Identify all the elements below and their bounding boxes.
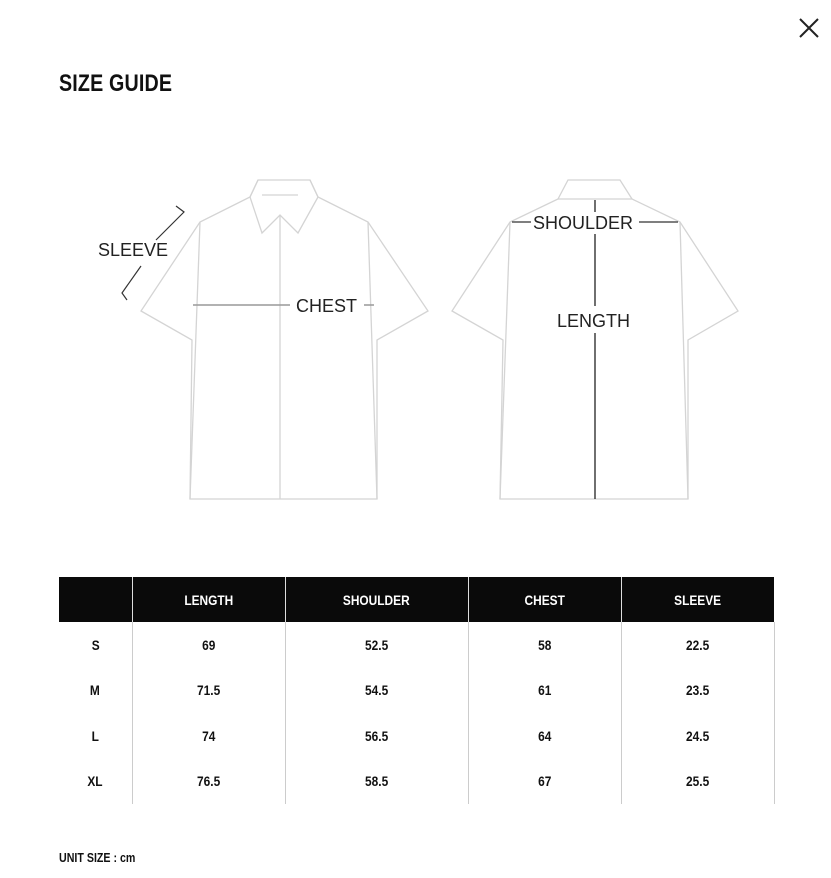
- size-cell: XL: [87, 773, 103, 790]
- close-x-icon[interactable]: [797, 16, 821, 40]
- table-cell: 24.5: [620, 713, 775, 759]
- table-cell: 58.5: [284, 758, 468, 804]
- table-cell: 69: [131, 622, 285, 668]
- header-size: [59, 577, 132, 622]
- table-cell: 67: [467, 758, 621, 804]
- table-cell: 74: [131, 713, 285, 759]
- table-row: S 69 52.5 58 22.5: [59, 622, 775, 668]
- table-row: XL 76.5 58.5 67 25.5: [59, 758, 775, 804]
- table-cell: 71.5: [131, 667, 285, 713]
- header-length: LENGTH: [131, 577, 285, 622]
- table-cell: 56.5: [284, 713, 468, 759]
- chest-label: CHEST: [296, 296, 357, 316]
- table-cell: 58: [467, 622, 621, 668]
- table-cell: 52.5: [284, 622, 468, 668]
- table-row: M 71.5 54.5 61 23.5: [59, 667, 775, 713]
- shirt-measurement-diagram: SLEEVE CHEST SHOULDER LENGTH: [98, 179, 739, 500]
- length-label: LENGTH: [557, 311, 630, 331]
- size-table: LENGTH SHOULDER CHEST SLEEVE S 69 52.5 5…: [59, 577, 775, 804]
- sleeve-measure-line: [121, 205, 185, 301]
- page-title: SIZE GUIDE: [59, 70, 173, 97]
- size-cell: S: [91, 636, 100, 653]
- shirt-front: [140, 179, 429, 500]
- sleeve-label: SLEEVE: [98, 240, 168, 260]
- table-cell: 64: [467, 713, 621, 759]
- shirt-back: [451, 179, 739, 500]
- shoulder-label: SHOULDER: [533, 213, 633, 233]
- table-cell: 23.5: [620, 667, 775, 713]
- size-cell: L: [91, 727, 99, 744]
- header-sleeve: SLEEVE: [620, 577, 774, 622]
- table-cell: 25.5: [620, 758, 775, 804]
- header-shoulder: SHOULDER: [284, 577, 468, 622]
- table-cell: 22.5: [620, 622, 775, 668]
- size-cell: M: [90, 682, 101, 699]
- table-cell: 76.5: [131, 758, 285, 804]
- table-header-row: LENGTH SHOULDER CHEST SLEEVE: [59, 577, 774, 622]
- unit-size-note: UNIT SIZE : cm: [59, 850, 136, 865]
- table-cell: 54.5: [284, 667, 468, 713]
- table-row: L 74 56.5 64 24.5: [59, 713, 775, 759]
- header-chest: CHEST: [467, 577, 621, 622]
- table-cell: 61: [467, 667, 621, 713]
